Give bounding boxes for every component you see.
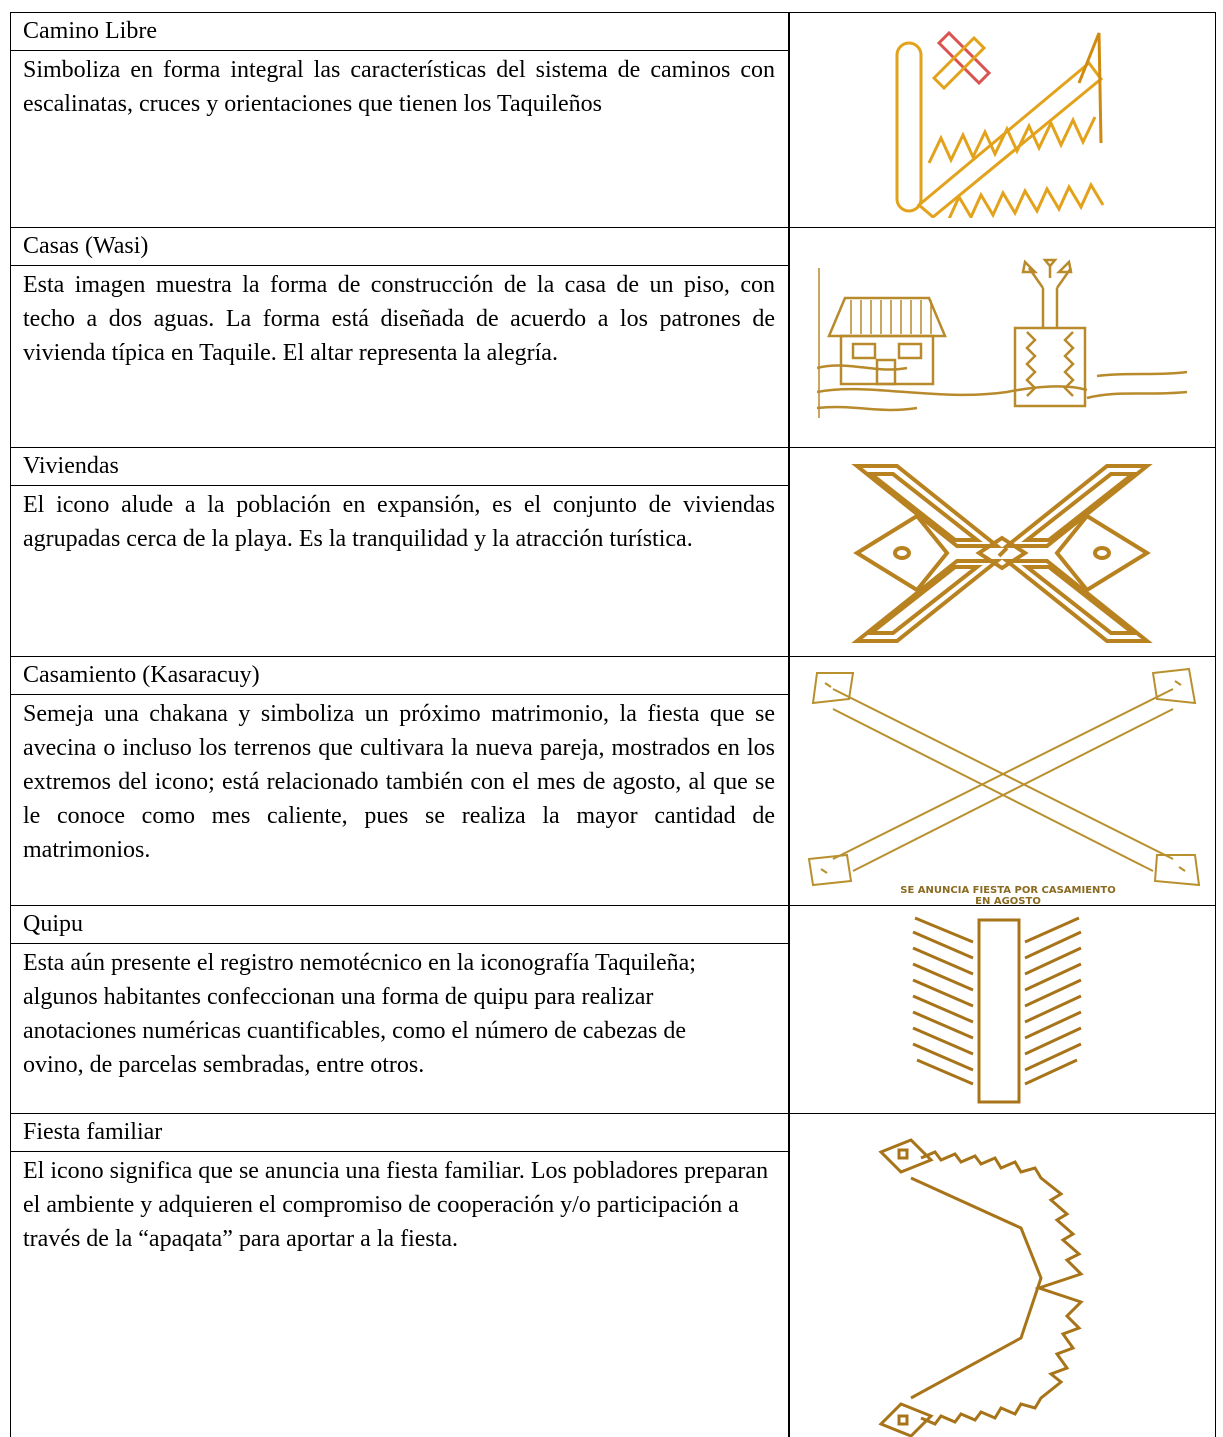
row-description: Esta aún presente el registro nemotécnic… — [23, 950, 696, 1078]
image-cell — [788, 1113, 1216, 1437]
row-title: Viviendas — [11, 448, 789, 486]
image-cell — [788, 227, 1216, 448]
row-title: Camino Libre — [11, 13, 789, 51]
row-title: Quipu — [11, 906, 789, 944]
row-description: Esta imagen muestra la forma de construc… — [23, 272, 775, 366]
image-cell — [788, 12, 1216, 228]
casamiento-icon: SE ANUNCIA FIESTA POR CASAMIENTO EN AGOS… — [807, 667, 1201, 905]
text-cell: Casamiento (Kasaracuy) Semeja una chakan… — [10, 656, 790, 906]
row-title: Casamiento (Kasaracuy) — [11, 657, 789, 695]
text-cell: Quipu Esta aún presente el registro nemo… — [10, 905, 790, 1114]
text-cell: Casas (Wasi) Esta imagen muestra la form… — [10, 227, 790, 448]
text-cell: Fiesta familiar El icono significa que s… — [10, 1113, 790, 1437]
image-caption: SE ANUNCIA FIESTA POR CASAMIENTO — [900, 885, 1115, 896]
row-title: Casas (Wasi) — [11, 228, 789, 266]
row-description: Simboliza en forma integral las caracter… — [23, 57, 775, 117]
row-description: El icono alude a la población en expansi… — [23, 492, 775, 552]
image-cell — [788, 905, 1216, 1114]
image-cell — [788, 447, 1216, 657]
fiesta-familiar-icon — [878, 1138, 1084, 1437]
image-cell: SE ANUNCIA FIESTA POR CASAMIENTO EN AGOS… — [788, 656, 1216, 906]
quipu-icon — [912, 916, 1082, 1104]
row-description: Semeja una chakana y simboliza un próxim… — [23, 701, 775, 863]
row-title: Fiesta familiar — [11, 1114, 789, 1152]
row-description: El icono significa que se anuncia una fi… — [23, 1158, 769, 1252]
camino-libre-icon — [895, 30, 1105, 218]
text-cell: Camino Libre Simboliza en forma integral… — [10, 12, 790, 228]
viviendas-icon — [851, 464, 1153, 643]
image-caption: EN AGOSTO — [975, 896, 1041, 905]
casas-icon — [817, 258, 1188, 418]
text-cell: Viviendas El icono alude a la población … — [10, 447, 790, 657]
